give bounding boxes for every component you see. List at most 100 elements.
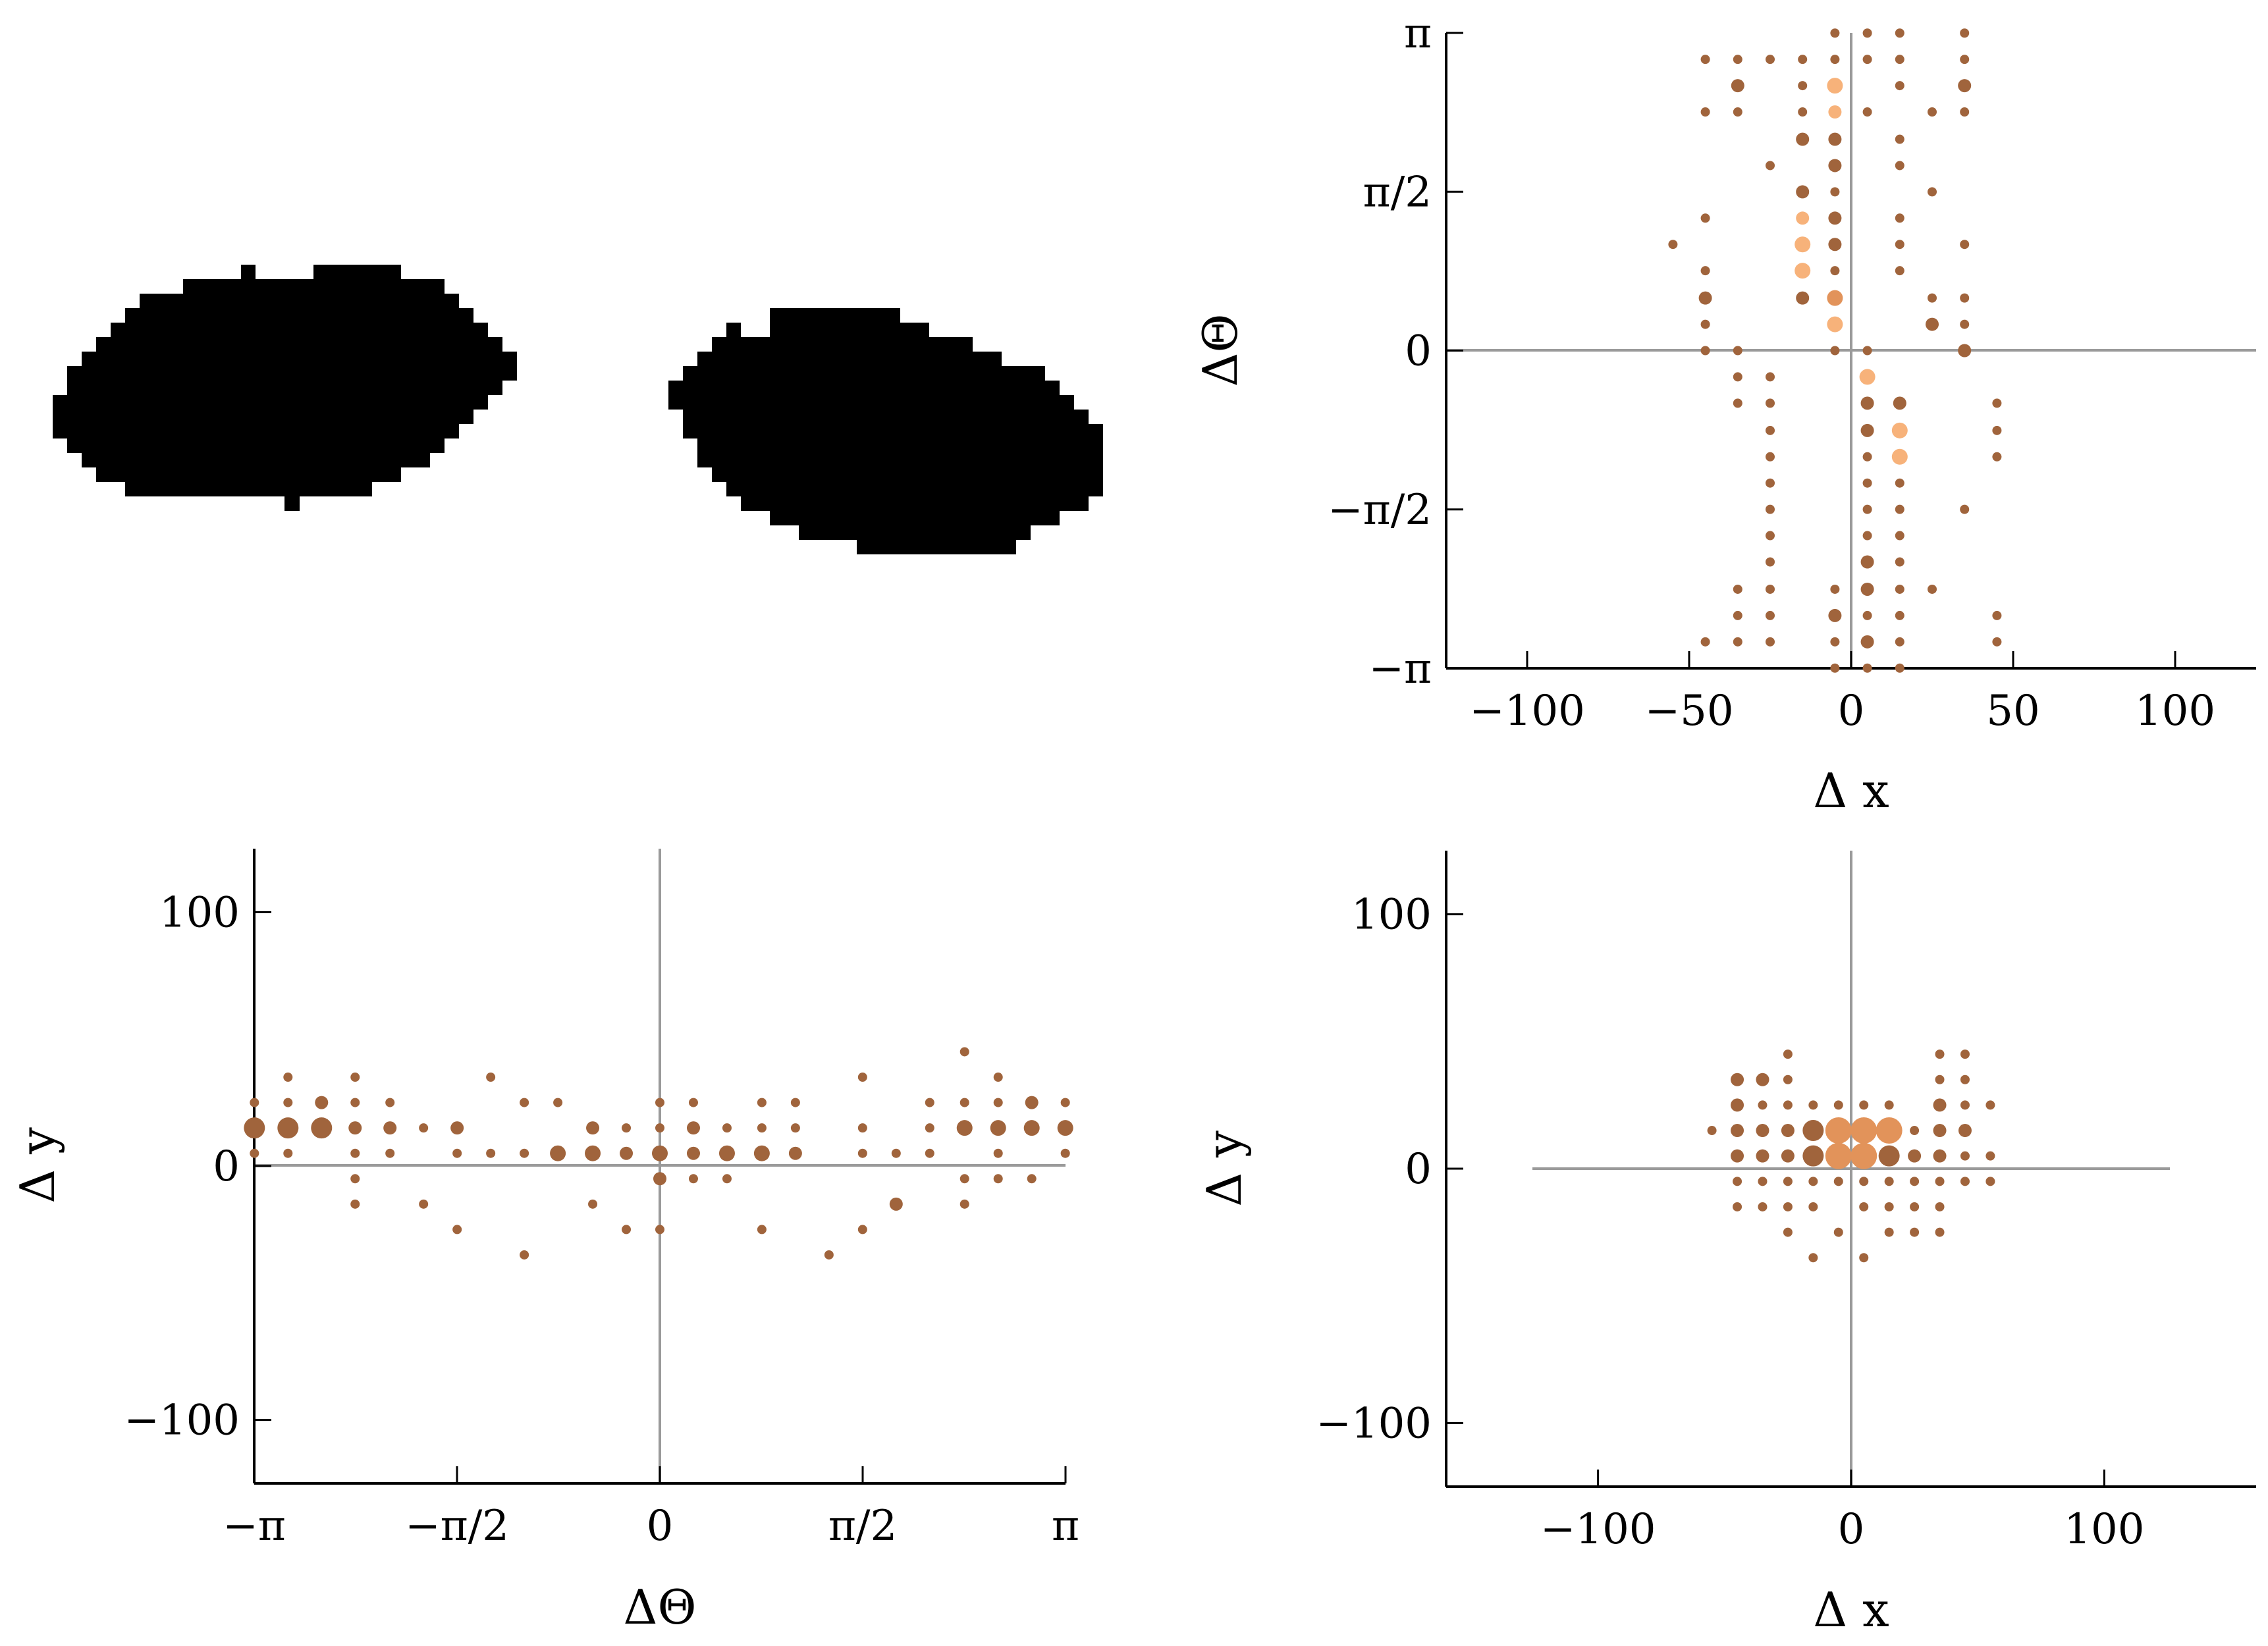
- data-point: [1828, 105, 1842, 119]
- data-point: [959, 1199, 969, 1209]
- data-point: [1733, 346, 1742, 356]
- scatter-dx-dtheta: −100 −50 0 50 100 −π −π/2 0 π/2 π Δ x ΔΘ: [1193, 9, 2256, 818]
- data-point: [653, 1172, 666, 1186]
- data-point: [1910, 1202, 1920, 1211]
- y-tick-label: π/2: [1363, 168, 1432, 217]
- data-point: [1825, 1142, 1852, 1169]
- data-point: [1707, 1126, 1717, 1136]
- data-point: [686, 1121, 700, 1135]
- data-point: [1060, 1098, 1070, 1107]
- data-point: [585, 1145, 601, 1161]
- data-point: [1895, 55, 1904, 65]
- data-point: [1766, 372, 1775, 382]
- data-point: [824, 1250, 834, 1260]
- data-point: [1766, 452, 1775, 462]
- scatter-dx-dy: −100 0 100 −100 0 100 Δ x Δ y: [1197, 851, 2256, 1637]
- data-point: [1878, 1145, 1900, 1167]
- data-point: [1781, 1124, 1795, 1138]
- data-point: [452, 1148, 462, 1158]
- data-point: [1766, 637, 1775, 647]
- y-tick-group: −100 0 100: [1316, 891, 1463, 1448]
- data-point: [250, 1148, 259, 1158]
- data-point: [1895, 134, 1904, 144]
- data-point: [1756, 1149, 1769, 1163]
- data-point: [857, 1148, 867, 1158]
- data-point: [1766, 478, 1775, 488]
- data-point: [1860, 423, 1874, 437]
- data-point: [520, 1148, 529, 1158]
- data-point: [1928, 187, 1937, 197]
- data-point: [1860, 635, 1874, 649]
- y-tick-group: −100 0 100: [124, 888, 271, 1445]
- data-point: [1933, 1124, 1947, 1138]
- data-point: [1859, 1202, 1869, 1211]
- y-tick-label: 0: [213, 1142, 240, 1191]
- data-point: [1928, 293, 1937, 303]
- y-tick-label: 0: [1405, 1145, 1432, 1194]
- data-point: [1798, 107, 1808, 117]
- binary-shapes-image: [53, 265, 1103, 554]
- data-point: [1733, 1202, 1742, 1211]
- x-tick-label: −π: [223, 1502, 286, 1551]
- data-point: [350, 1174, 360, 1184]
- data-point: [1828, 159, 1842, 173]
- data-point: [753, 1145, 770, 1161]
- data-point: [688, 1098, 698, 1107]
- data-point: [1783, 1049, 1793, 1059]
- data-point: [1992, 425, 2002, 435]
- data-point: [1992, 637, 2002, 647]
- data-point: [1830, 187, 1840, 197]
- data-point: [350, 1073, 360, 1082]
- data-point: [1859, 369, 1876, 385]
- data-point: [857, 1225, 867, 1234]
- data-point: [1895, 504, 1904, 514]
- data-point: [1733, 584, 1742, 594]
- data-point: [1985, 1151, 1995, 1161]
- data-point: [1796, 211, 1810, 225]
- right-blob-shape: [668, 308, 1103, 554]
- x-tick-label: π: [1052, 1502, 1079, 1551]
- data-point: [1895, 531, 1904, 541]
- data-point: [1700, 55, 1710, 65]
- data-point: [1928, 107, 1937, 117]
- data-point: [1893, 396, 1906, 410]
- data-point: [1895, 663, 1904, 673]
- data-point: [1756, 1073, 1769, 1086]
- data-point: [1766, 161, 1775, 171]
- data-point: [1933, 1098, 1947, 1112]
- data-points: [244, 1047, 1073, 1260]
- data-point: [383, 1121, 397, 1135]
- data-point: [1935, 1227, 1945, 1237]
- data-point: [1928, 584, 1937, 594]
- data-point: [1884, 1227, 1894, 1237]
- data-point: [350, 1148, 360, 1158]
- x-tick-label: −50: [1644, 687, 1733, 735]
- data-point: [788, 1146, 802, 1160]
- data-point: [1668, 240, 1678, 250]
- y-tick-group: −π −π/2 0 π/2 π: [1328, 9, 1463, 693]
- data-point: [1960, 293, 1970, 303]
- data-point: [1935, 1049, 1945, 1059]
- data-point: [1895, 637, 1904, 647]
- data-point: [990, 1120, 1006, 1136]
- data-points: [1668, 28, 2002, 673]
- data-point: [1796, 132, 1810, 146]
- data-point: [1860, 396, 1874, 410]
- data-point: [1798, 55, 1808, 65]
- data-point: [1827, 290, 1843, 306]
- data-point: [1766, 425, 1775, 435]
- data-point: [857, 1123, 867, 1133]
- data-point: [1808, 1177, 1818, 1186]
- x-tick-group: −100 0 100: [1540, 1470, 2144, 1554]
- data-point: [857, 1073, 867, 1082]
- data-point: [1783, 1177, 1793, 1186]
- data-point: [1825, 1117, 1852, 1144]
- data-point: [956, 1120, 973, 1136]
- data-point: [1808, 1253, 1818, 1263]
- data-point: [348, 1121, 362, 1135]
- x-tick-label: π/2: [828, 1502, 897, 1551]
- y-tick-label: 0: [1405, 327, 1432, 376]
- data-point: [757, 1225, 767, 1234]
- data-point: [1733, 398, 1742, 408]
